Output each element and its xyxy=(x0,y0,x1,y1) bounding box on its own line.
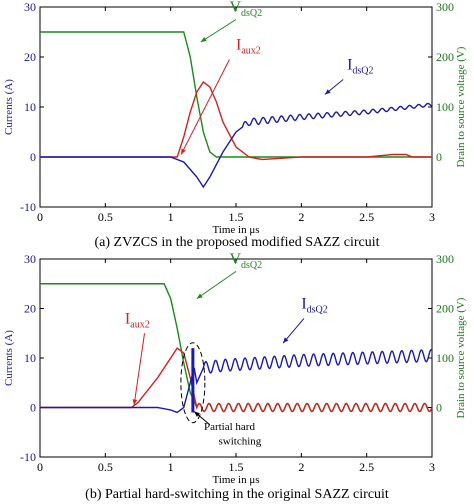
x-tick-label: 1 xyxy=(168,460,174,474)
annotation-sub: dsQ2 xyxy=(241,8,262,19)
y-right-tick-label: 100 xyxy=(436,100,454,114)
x-tick-label: 0.5 xyxy=(98,210,113,224)
annotation: Iaux2 xyxy=(236,37,261,57)
annotation: VdsQ2 xyxy=(229,251,262,271)
y-tick-label: 10 xyxy=(24,100,36,114)
series-line xyxy=(40,80,432,161)
y-tick-label: 20 xyxy=(24,302,36,316)
annotation: IdsQ2 xyxy=(347,57,373,77)
y-right-tick-label: 300 xyxy=(436,252,454,266)
annotation-arrowhead xyxy=(194,411,200,417)
annotation-arrowhead xyxy=(283,337,289,344)
series-line xyxy=(40,348,432,414)
annotation: switching xyxy=(219,436,262,448)
x-tick-label: 0 xyxy=(37,210,43,224)
y-tick-label: 30 xyxy=(24,0,36,14)
annotation-arrowhead xyxy=(200,37,207,42)
annotation-arrowhead xyxy=(181,148,186,155)
annotation-arrow xyxy=(133,333,146,406)
caption-b: (b) Partial hard-switching in the origin… xyxy=(85,487,389,502)
annotation-sub: dsQ2 xyxy=(352,66,373,77)
y-right-tick-label: 200 xyxy=(436,50,454,64)
y-tick-label: -10 xyxy=(20,450,36,464)
annotation-arrowhead xyxy=(196,293,203,299)
annotation: Partial hard xyxy=(204,421,256,433)
series-line xyxy=(40,283,432,413)
annotation-arrow xyxy=(200,19,237,43)
x-tick-label: 2 xyxy=(298,460,304,474)
caption-a: (a) ZVZCS in the proposed modified SAZZ … xyxy=(95,235,380,250)
series-line xyxy=(40,102,432,189)
annotation-sub: aux2 xyxy=(130,319,149,330)
x-tick-label: 3 xyxy=(429,460,435,474)
hard-switching-ellipse xyxy=(180,342,206,424)
annotation-arrow xyxy=(196,270,237,300)
annotation-sub: dsQ2 xyxy=(307,305,328,316)
y-tick-label: 30 xyxy=(24,252,36,266)
annotation-main: Partial hard xyxy=(204,421,256,433)
y-axis-label: Currents (A) xyxy=(3,330,15,386)
annotation-main: switching xyxy=(219,436,262,448)
annotation-main: I xyxy=(125,310,130,327)
series-line xyxy=(40,347,432,413)
y-tick-label: 20 xyxy=(24,50,36,64)
annotation-arrow xyxy=(180,59,230,155)
x-tick-label: 1 xyxy=(168,210,174,224)
annotation-main: I xyxy=(347,57,352,74)
annotation-main: V xyxy=(229,251,241,268)
annotation-sub: aux2 xyxy=(241,46,260,57)
y-right-tick-label: 300 xyxy=(436,0,454,14)
annotation-main: V xyxy=(229,0,241,16)
y-right-tick-label: 0 xyxy=(436,150,442,164)
x-tick-label: 2.5 xyxy=(359,210,374,224)
annotation-main: I xyxy=(236,37,241,54)
y-axis-label: Currents (A) xyxy=(3,79,15,135)
x-tick-label: 0 xyxy=(37,460,43,474)
annotation: VdsQ2 xyxy=(229,0,262,19)
y-right-axis-label: Drain to source voltage (V) xyxy=(455,297,467,418)
annotation: Iaux2 xyxy=(125,310,150,330)
y-right-axis-label: Drain to source voltage (V) xyxy=(455,46,467,167)
annotation-main: I xyxy=(301,296,306,313)
x-tick-label: 2 xyxy=(298,210,304,224)
annotation-sub: dsQ2 xyxy=(241,260,262,271)
x-tick-label: 1.5 xyxy=(229,210,244,224)
x-tick-label: 3 xyxy=(429,210,435,224)
x-tick-label: 1.5 xyxy=(229,460,244,474)
y-tick-label: -10 xyxy=(20,200,36,214)
x-tick-label: 0.5 xyxy=(98,460,113,474)
annotation-arrowhead xyxy=(132,399,138,406)
x-axis-label: Time in μs xyxy=(212,474,259,486)
y-tick-label: 0 xyxy=(30,150,36,164)
y-tick-label: 0 xyxy=(30,401,36,415)
annotation: IdsQ2 xyxy=(301,296,327,316)
y-right-tick-label: 0 xyxy=(436,401,442,415)
annotation-arrowhead xyxy=(324,89,331,95)
y-tick-label: 10 xyxy=(24,351,36,365)
x-tick-label: 2.5 xyxy=(359,460,374,474)
y-right-tick-label: 100 xyxy=(436,351,454,365)
x-axis-label: Time in μs xyxy=(212,224,259,236)
y-right-tick-label: 200 xyxy=(436,302,454,316)
